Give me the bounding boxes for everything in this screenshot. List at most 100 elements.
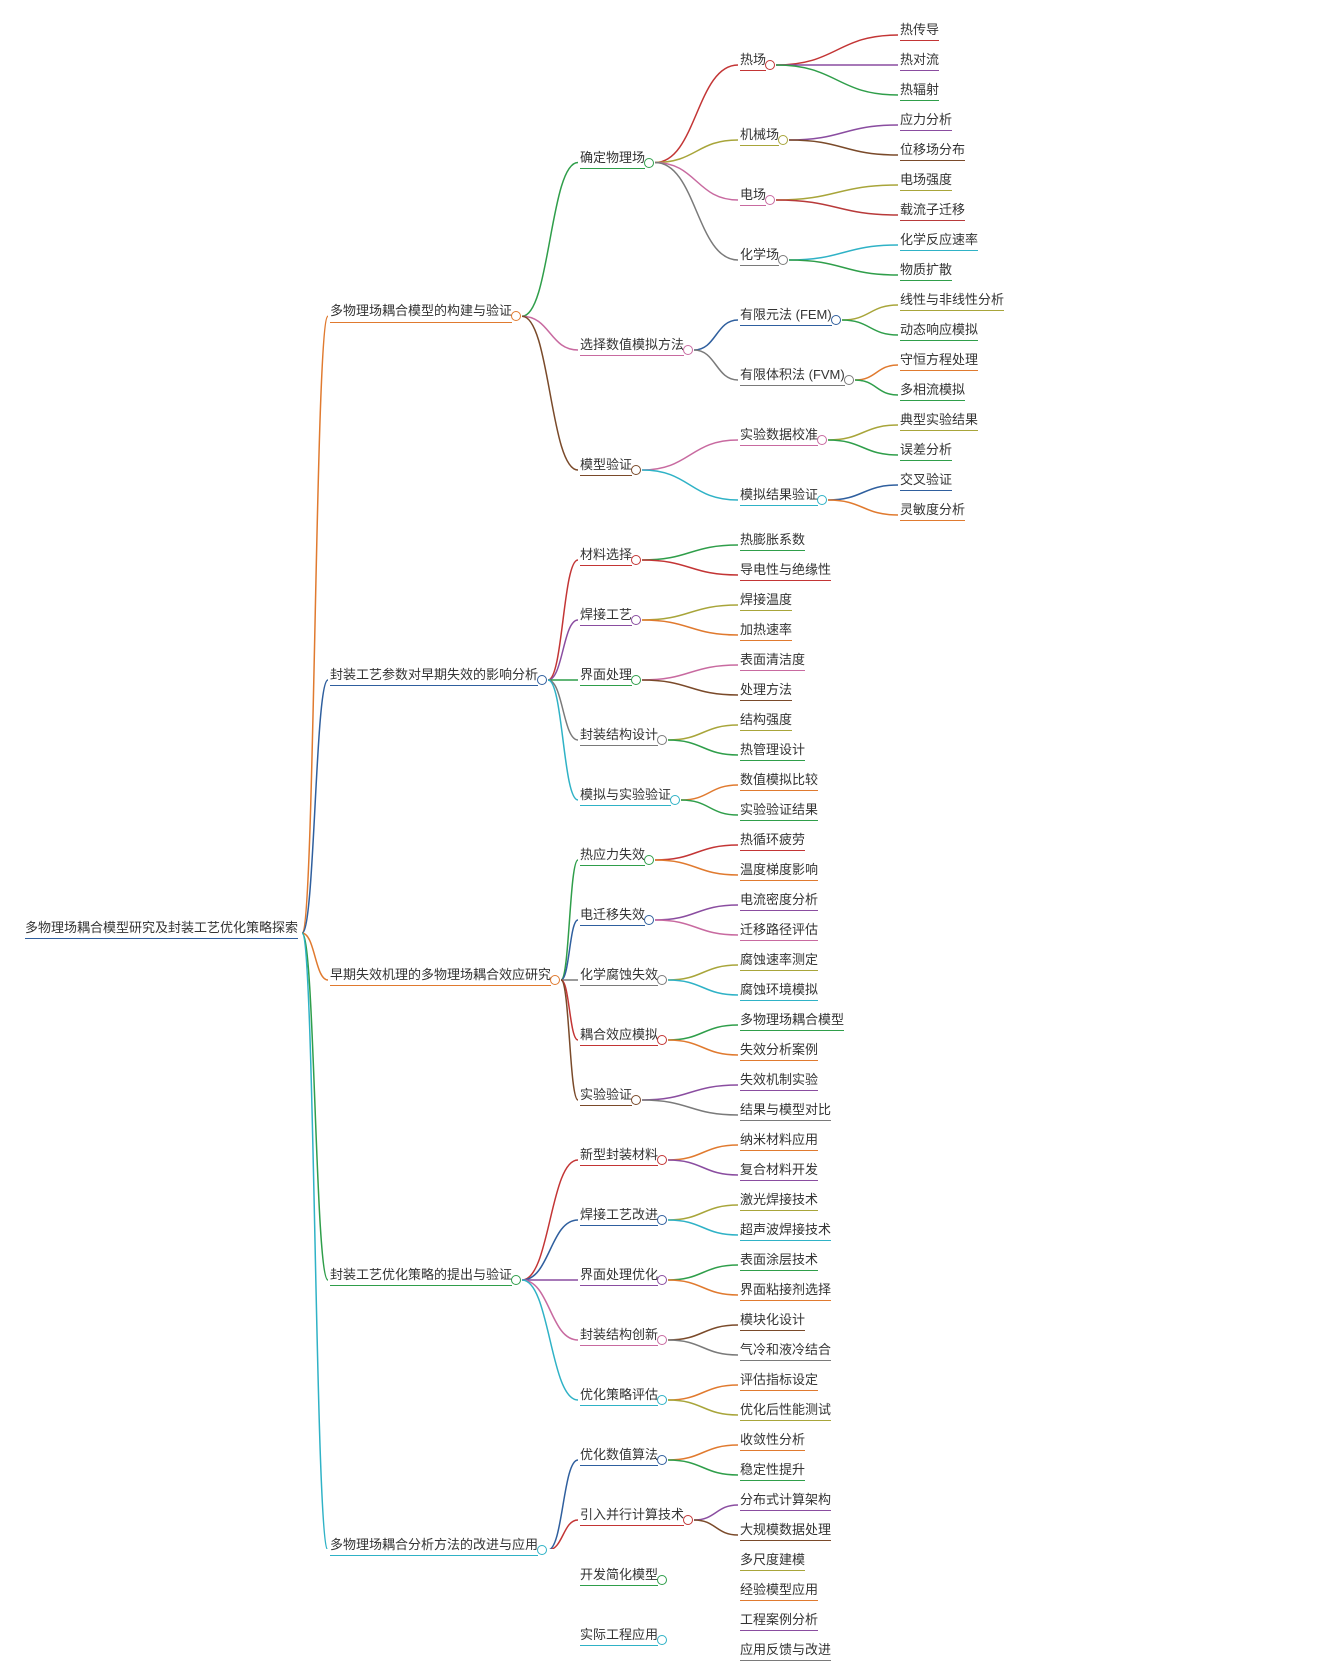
node-label: 腐蚀环境模拟 [740,981,818,1001]
node-label: 多物理场耦合分析方法的改进与应用 [330,1536,538,1556]
node-label: 失效分析案例 [740,1041,818,1061]
node-label: 纳米材料应用 [740,1131,818,1151]
node-label: 化学场 [740,246,779,266]
node-label: 实验数据校准 [740,426,818,446]
mindmap-edges [0,0,1340,1549]
node-label: 模型验证 [580,456,632,476]
node-toggle[interactable] [644,158,654,168]
node-toggle[interactable] [511,1275,521,1285]
node-label: 界面粘接剂选择 [740,1281,831,1301]
node-toggle[interactable] [657,735,667,745]
node-label: 稳定性提升 [740,1461,805,1481]
node-label: 多相流模拟 [900,381,965,401]
node-label: 实验验证结果 [740,801,818,821]
node-label: 温度梯度影响 [740,861,818,881]
node-toggle[interactable] [657,1275,667,1285]
node-label: 灵敏度分析 [900,501,965,521]
node-toggle[interactable] [765,195,775,205]
node-toggle[interactable] [657,1035,667,1045]
node-label: 焊接工艺改进 [580,1206,658,1226]
node-label: 处理方法 [740,681,792,701]
node-toggle[interactable] [657,1575,667,1585]
node-label: 复合材料开发 [740,1161,818,1181]
node-toggle[interactable] [631,555,641,565]
node-label: 封装工艺优化策略的提出与验证 [330,1266,512,1286]
node-toggle[interactable] [657,1455,667,1465]
node-label: 有限体积法 (FVM) [740,366,845,386]
node-toggle[interactable] [537,1545,547,1555]
node-toggle[interactable] [817,495,827,505]
node-label: 热对流 [900,51,939,71]
node-label: 多物理场耦合模型研究及封装工艺优化策略探索 [25,919,298,939]
node-label: 位移场分布 [900,141,965,161]
node-label: 焊接温度 [740,591,792,611]
node-label: 耦合效应模拟 [580,1026,658,1046]
node-label: 收敛性分析 [740,1431,805,1451]
node-label: 界面处理优化 [580,1266,658,1286]
node-label: 应用反馈与改进 [740,1641,831,1661]
node-label: 多物理场耦合模型的构建与验证 [330,302,512,322]
node-toggle[interactable] [644,855,654,865]
node-label: 表面涂层技术 [740,1251,818,1271]
node-label: 界面处理 [580,666,632,686]
node-toggle[interactable] [831,315,841,325]
node-label: 热场 [740,51,766,71]
node-label: 热管理设计 [740,741,805,761]
node-label: 数值模拟比较 [740,771,818,791]
node-toggle[interactable] [537,675,547,685]
node-toggle[interactable] [511,311,521,321]
node-toggle[interactable] [778,135,788,145]
node-label: 优化数值算法 [580,1446,658,1466]
node-label: 工程案例分析 [740,1611,818,1631]
node-label: 模拟与实验验证 [580,786,671,806]
node-toggle[interactable] [683,345,693,355]
node-toggle[interactable] [657,1215,667,1225]
node-toggle[interactable] [644,915,654,925]
node-label: 经验模型应用 [740,1581,818,1601]
node-label: 热应力失效 [580,846,645,866]
node-label: 结果与模型对比 [740,1101,831,1121]
node-toggle[interactable] [657,1395,667,1405]
node-label: 超声波焊接技术 [740,1221,831,1241]
node-label: 模拟结果验证 [740,486,818,506]
node-label: 分布式计算架构 [740,1491,831,1511]
node-label: 线性与非线性分析 [900,291,1004,311]
node-toggle[interactable] [657,1155,667,1165]
node-label: 腐蚀速率测定 [740,951,818,971]
node-label: 迁移路径评估 [740,921,818,941]
node-label: 守恒方程处理 [900,351,978,371]
node-toggle[interactable] [657,1335,667,1345]
node-label: 应力分析 [900,111,952,131]
node-toggle[interactable] [657,975,667,985]
node-toggle[interactable] [631,675,641,685]
node-toggle[interactable] [631,615,641,625]
node-toggle[interactable] [670,795,680,805]
node-label: 导电性与绝缘性 [740,561,831,581]
node-label: 加热速率 [740,621,792,641]
node-toggle[interactable] [683,1515,693,1525]
node-label: 大规模数据处理 [740,1521,831,1541]
node-label: 热循环疲劳 [740,831,805,851]
node-label: 多尺度建模 [740,1551,805,1571]
node-label: 激光焊接技术 [740,1191,818,1211]
node-toggle[interactable] [550,975,560,985]
node-toggle[interactable] [657,1635,667,1645]
node-toggle[interactable] [844,375,854,385]
node-label: 评估指标设定 [740,1371,818,1391]
node-label: 结构强度 [740,711,792,731]
node-toggle[interactable] [631,465,641,475]
node-label: 失效机制实验 [740,1071,818,1091]
node-label: 电迁移失效 [580,906,645,926]
node-label: 材料选择 [580,546,632,566]
node-toggle[interactable] [817,435,827,445]
node-label: 交叉验证 [900,471,952,491]
node-label: 热膨胀系数 [740,531,805,551]
node-label: 优化策略评估 [580,1386,658,1406]
node-label: 动态响应模拟 [900,321,978,341]
node-toggle[interactable] [778,255,788,265]
node-label: 开发简化模型 [580,1566,658,1586]
node-toggle[interactable] [765,60,775,70]
node-label: 误差分析 [900,441,952,461]
node-toggle[interactable] [631,1095,641,1105]
node-label: 优化后性能测试 [740,1401,831,1421]
